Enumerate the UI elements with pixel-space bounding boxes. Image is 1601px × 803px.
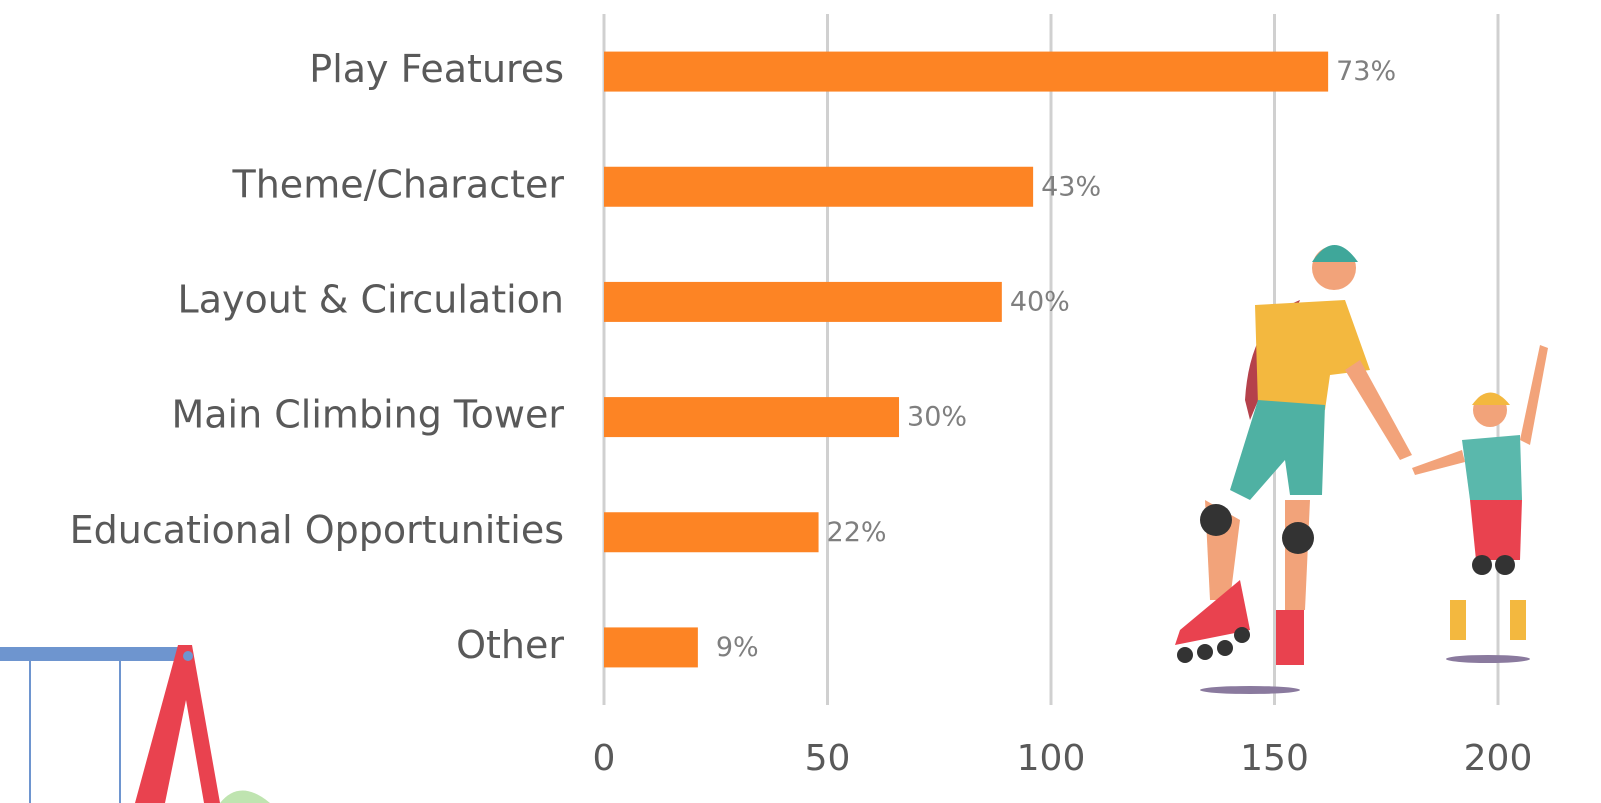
bar bbox=[604, 397, 899, 437]
category-label: Theme/Character bbox=[232, 162, 565, 206]
value-label: 43% bbox=[1041, 171, 1101, 202]
x-tick-label: 0 bbox=[593, 738, 616, 779]
x-tick-label: 50 bbox=[805, 738, 851, 779]
x-tick-label: 100 bbox=[1017, 738, 1086, 779]
category-label: Other bbox=[456, 623, 564, 667]
bar bbox=[604, 512, 819, 552]
value-label: 73% bbox=[1336, 56, 1396, 87]
category-label: Main Climbing Tower bbox=[171, 393, 564, 437]
category-label: Layout & Circulation bbox=[178, 277, 564, 321]
bar bbox=[604, 167, 1033, 207]
value-label: 22% bbox=[827, 517, 887, 548]
value-label: 40% bbox=[1010, 286, 1070, 317]
category-label: Educational Opportunities bbox=[70, 508, 564, 552]
category-label: Play Features bbox=[309, 47, 564, 91]
skaters-illustration bbox=[1175, 245, 1548, 694]
bar bbox=[604, 627, 698, 667]
value-label: 30% bbox=[907, 402, 967, 433]
x-tick-label: 200 bbox=[1464, 738, 1533, 779]
value-label: 9% bbox=[716, 632, 759, 663]
x-tick-label: 150 bbox=[1240, 738, 1309, 779]
bar bbox=[604, 282, 1002, 322]
bar bbox=[604, 52, 1328, 92]
swing-illustration bbox=[0, 645, 270, 803]
chart: 0 50 100 150 200 Play Features 73% Theme/Charac… bbox=[0, 0, 1601, 803]
